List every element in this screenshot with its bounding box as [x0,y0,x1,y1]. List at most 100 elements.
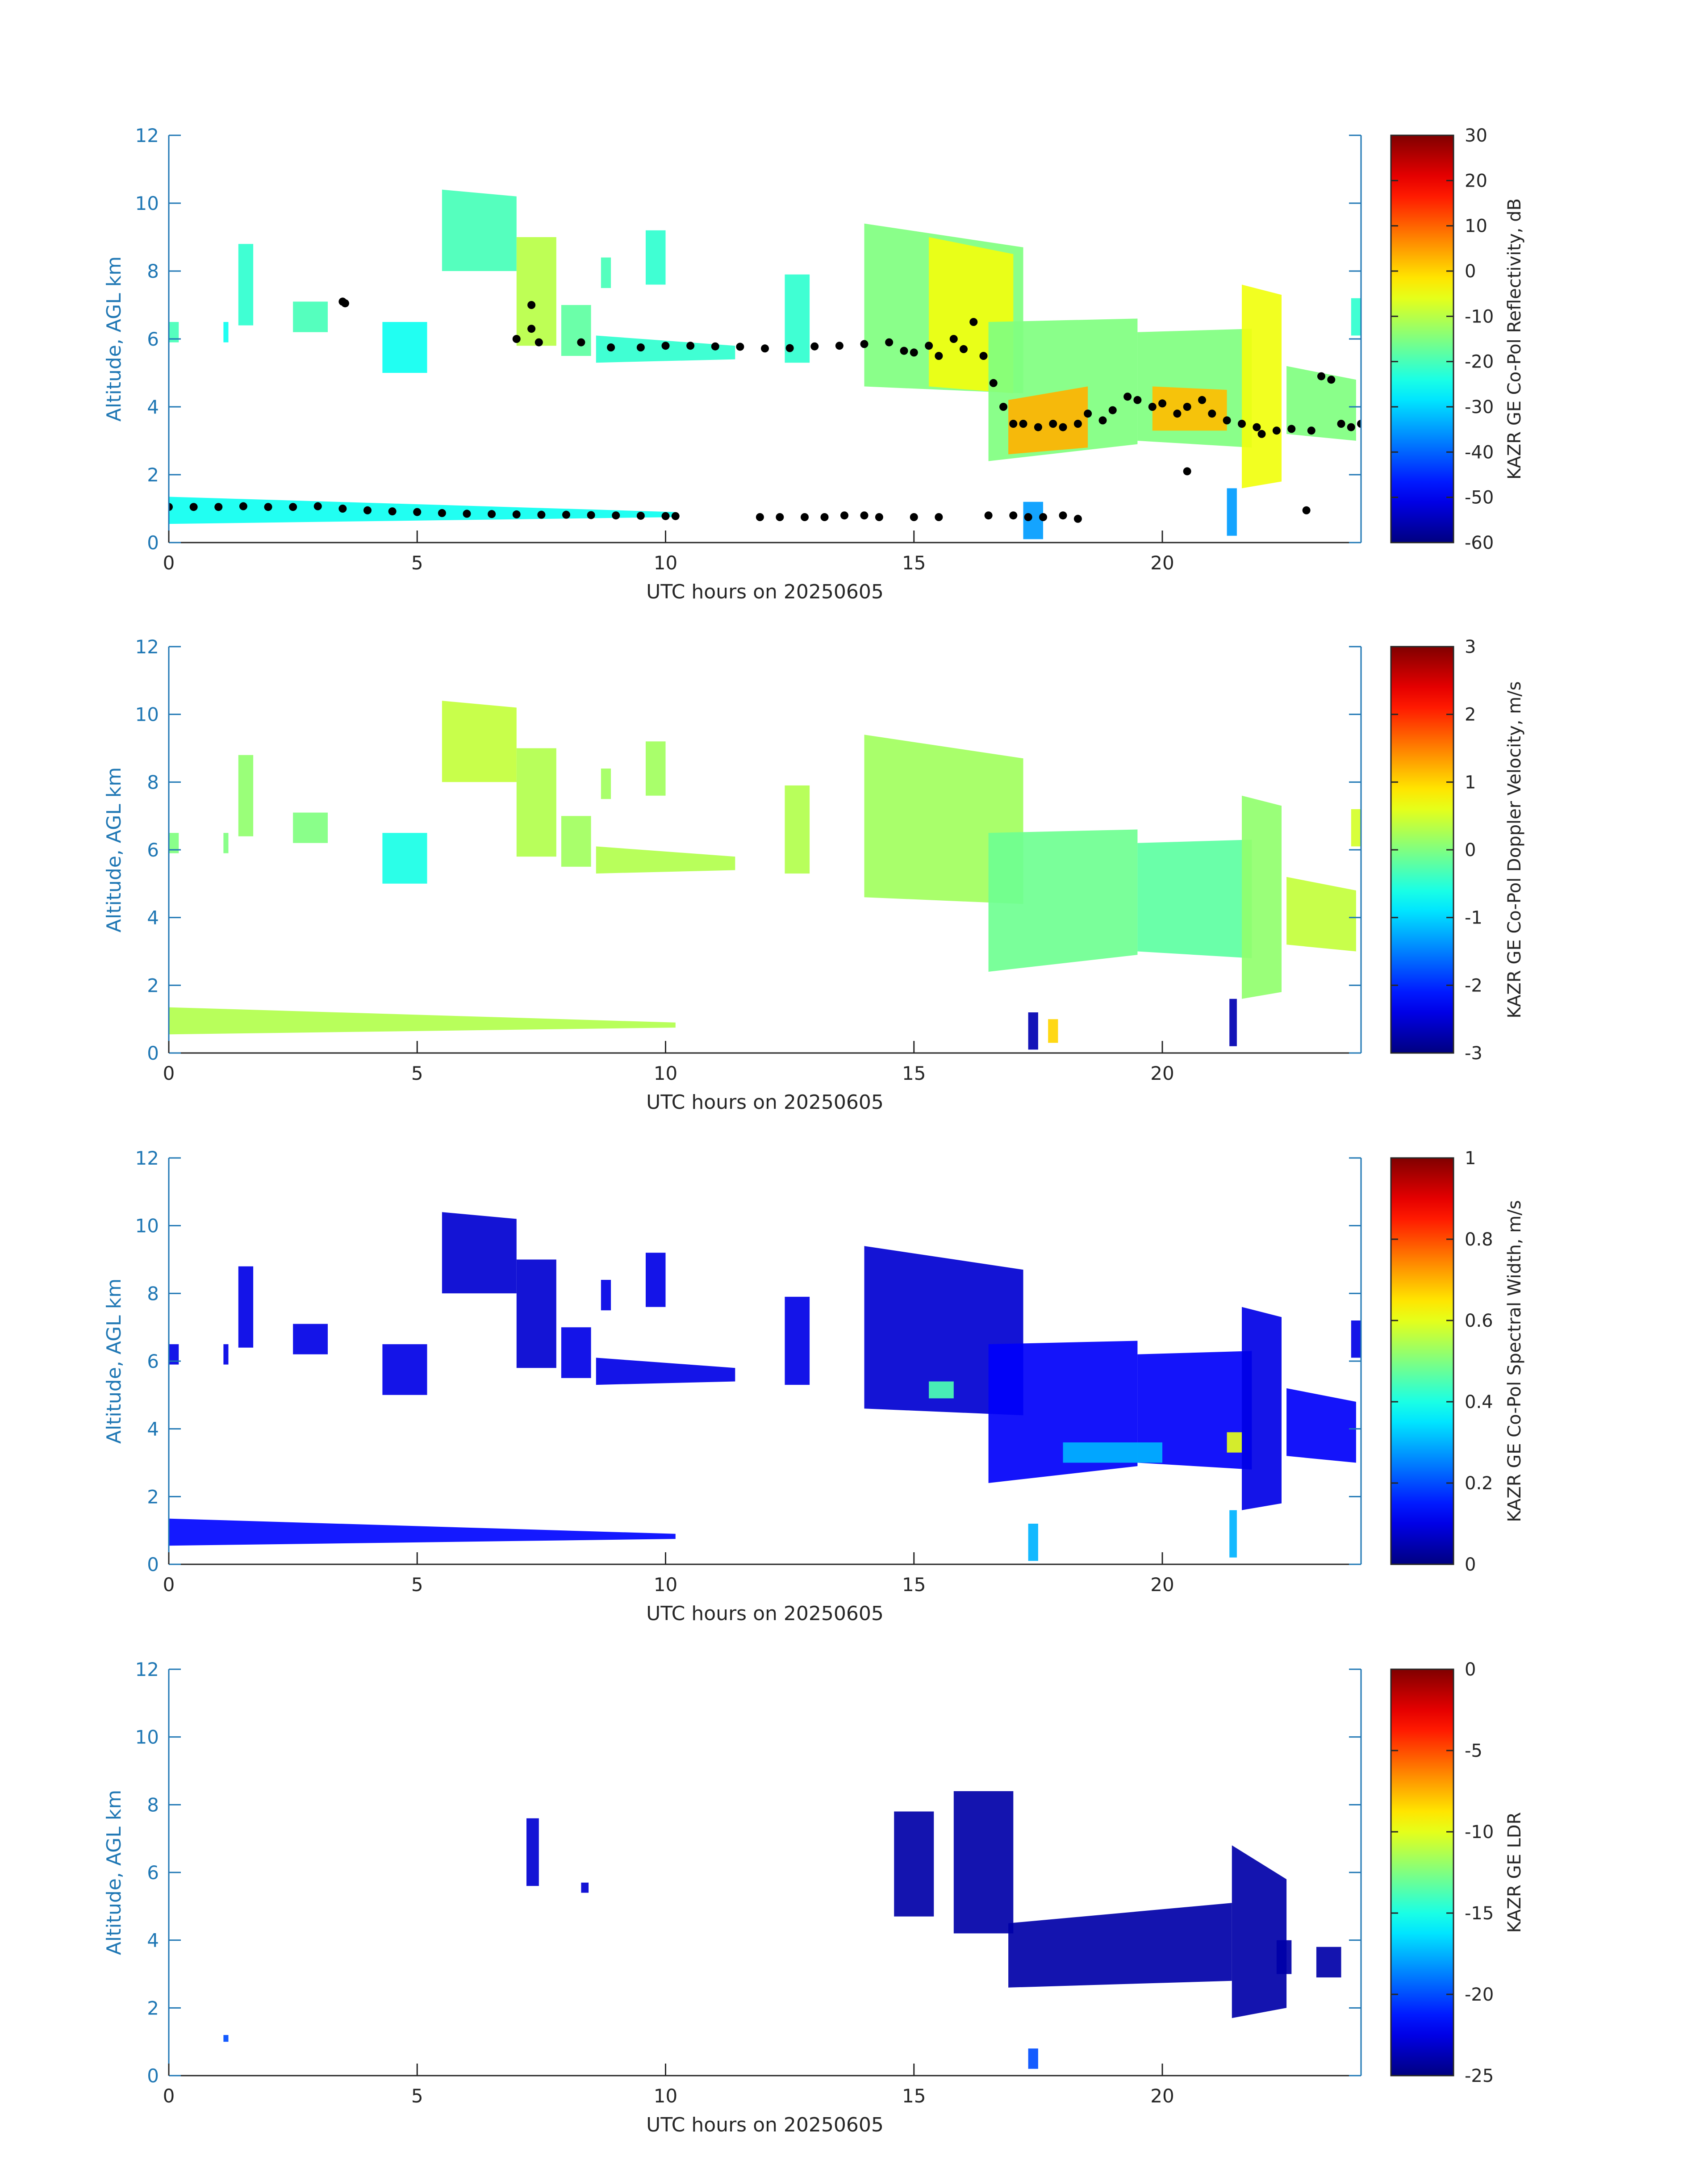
colorbar [1391,1158,1453,1564]
overlay-point [264,503,272,511]
overlay-point [900,347,908,355]
echo-region [1227,1432,1242,1453]
echo-region [1229,1510,1237,1558]
echo-region [894,1811,934,1917]
echo-region [169,322,179,343]
plot-background [169,1669,1361,2076]
colorbar-tick-label: -5 [1465,1741,1482,1761]
overlay-point [1019,420,1027,428]
echo-region [1028,1524,1038,1561]
overlay-point [214,503,223,511]
panel-1: 0 2 4 6 8 10 12 0 5 10 15 20 UTC hours on 20250605 Al… [103,125,1525,603]
echo-region [1008,386,1088,455]
overlay-point [1302,506,1311,514]
echo-regions [169,701,1361,1050]
y-tick-label: 6 [147,328,159,350]
colorbar-tick-label: -1 [1465,908,1482,928]
x-axis-label: UTC hours on 20250605 [646,581,884,603]
y-tick-label: 4 [147,1930,159,1951]
y-tick-label: 10 [135,1726,159,1748]
colorbar-tick-label: 3 [1465,637,1476,657]
overlay-point [776,513,784,521]
colorbar-tick-label: 0 [1465,840,1476,861]
echo-region [293,1324,328,1354]
echo-region [601,1280,611,1311]
overlay-point [860,511,869,520]
echo-region [223,833,229,853]
overlay-point [989,379,998,387]
y-tick-label: 10 [135,1215,159,1237]
echo-region [169,1344,179,1365]
echo-region [646,230,666,285]
overlay-point [810,342,819,351]
overlay-point [1357,420,1361,428]
overlay-point [363,506,372,514]
echo-region [1008,1903,1232,1988]
y-tick-label: 4 [147,907,159,929]
overlay-point [736,343,744,351]
overlay-point [1198,396,1206,404]
colorbar-tick-label: -60 [1465,533,1494,553]
x-axis-label: UTC hours on 20250605 [646,2114,884,2136]
overlay-point [969,318,978,326]
echo-region [1351,809,1361,847]
echo-region [1351,1320,1361,1358]
overlay-point [820,513,829,521]
colorbar-label: KAZR GE Co-Pol Spectral Width, m/s [1504,1200,1525,1522]
y-axis-label: Altitude, AGL km [103,1790,125,1955]
y-tick-label: 2 [147,1997,159,2019]
x-tick-label: 15 [902,1062,926,1084]
y-tick-label: 6 [147,1862,159,1884]
overlay-point [1158,399,1166,408]
echo-region [223,1344,229,1365]
overlay-point [1123,393,1132,401]
overlay-point [984,511,993,520]
colorbar-frame [1390,1668,1454,2077]
y-tick-label: 0 [147,532,159,554]
echo-region [988,829,1138,972]
overlay-point [341,299,349,308]
colorbar-label: KAZR GE LDR [1504,1812,1525,1933]
x-axis-label: UTC hours on 20250605 [646,1602,884,1625]
y-tick-label: 2 [147,974,159,996]
colorbar-tick-label: 0.8 [1465,1229,1493,1250]
colorbar-frame [1390,134,1454,543]
colorbar-tick-label: 0.6 [1465,1311,1493,1331]
echo-region [1137,840,1252,958]
y-axis-label: Altitude, AGL km [103,1279,125,1444]
overlay-point [512,335,521,343]
overlay-point [1084,409,1092,418]
overlay-point [1039,513,1047,521]
colorbar [1391,135,1453,543]
colorbar-tick-label: -10 [1465,1822,1494,1843]
overlay-point [1287,425,1296,433]
echo-region [929,1381,954,1399]
x-tick-label: 20 [1150,2085,1174,2107]
overlay-point [1347,423,1355,431]
y-tick-label: 12 [135,125,159,146]
echo-regions [169,1212,1361,1561]
overlay-point [960,345,968,353]
overlay-point [1337,420,1345,428]
y-tick-label: 12 [135,1659,159,1680]
echo-region [238,755,254,836]
y-tick-label: 6 [147,1350,159,1372]
echo-region [526,1818,539,1886]
overlay-point [1183,467,1191,476]
echo-region [169,833,179,853]
colorbar-tick-label: -3 [1465,1043,1482,1064]
overlay-point [1024,513,1032,521]
colorbar-tick-label: -30 [1465,397,1494,418]
overlay-point [840,511,848,520]
overlay-point [801,513,809,521]
x-tick-label: 10 [654,2085,677,2107]
overlay-point [910,348,918,357]
overlay-point [1059,423,1067,431]
x-tick-label: 5 [411,1062,423,1084]
x-axis-label: UTC hours on 20250605 [646,1091,884,1114]
overlay-point [1009,420,1018,428]
x-tick-label: 20 [1150,552,1174,574]
y-tick-label: 12 [135,636,159,658]
echo-region [169,1518,676,1546]
